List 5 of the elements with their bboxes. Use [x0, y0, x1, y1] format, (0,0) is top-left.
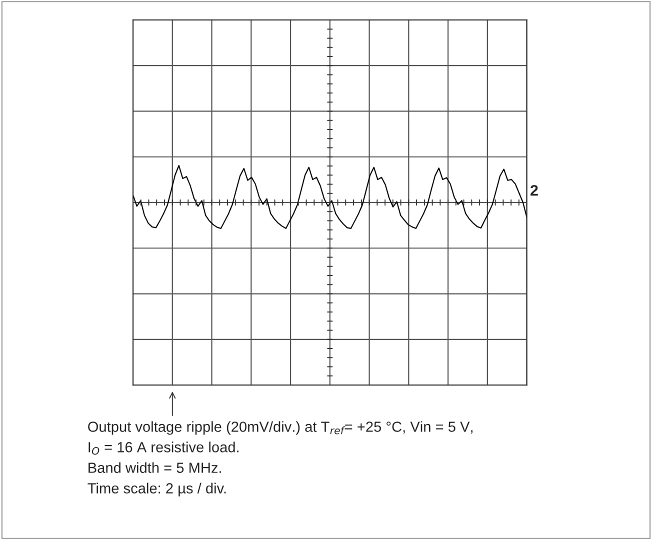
text: I$_{O}$ = 16 A resistive load. [88, 442, 238, 455]
text: Time scale: 2 µs / div. [88, 482, 226, 496]
text: Band width = 5 MHz. [88, 462, 221, 473]
text: Output voltage ripple (20mV/div.) at T$_{ref}$= +25 °C, Vin = 5 V, [88, 421, 472, 435]
text: 2 [530, 184, 538, 196]
